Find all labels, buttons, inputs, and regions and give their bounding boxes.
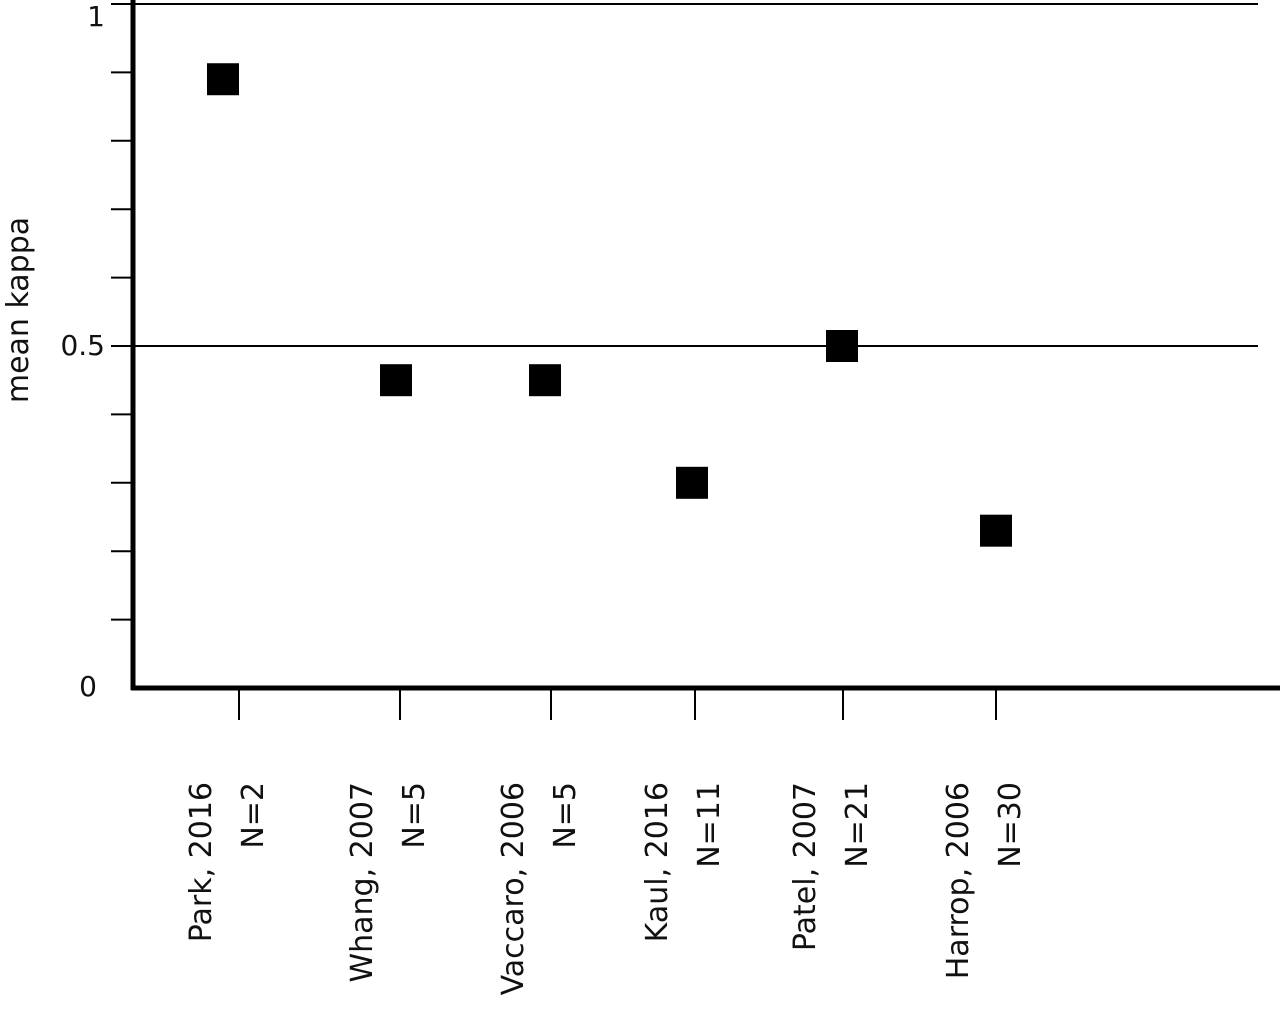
y-ticks: 00.51 bbox=[60, 0, 133, 703]
data-point bbox=[529, 364, 561, 397]
data-point bbox=[980, 514, 1012, 547]
x-tick-labels: Park, 2016 N=2 Whang, 2007 N=5 Vaccaro, 2006… bbox=[184, 782, 1028, 995]
x-tick-label: Patel, 2007 bbox=[788, 782, 823, 951]
x-tick-label: Harrop, 2006 bbox=[941, 782, 976, 979]
x-tick-label: Park, 2016 bbox=[184, 782, 219, 942]
data-point bbox=[826, 330, 858, 362]
data-point bbox=[676, 466, 708, 499]
x-ticks bbox=[238, 690, 997, 720]
x-tick-label: N=30 bbox=[993, 782, 1028, 868]
x-tick-label: Vaccaro, 2006 bbox=[496, 782, 531, 995]
gridlines bbox=[133, 3, 1258, 347]
x-tick-label: N=5 bbox=[548, 782, 583, 849]
y-tick-label: 0 bbox=[79, 670, 97, 703]
y-tick-label: 1 bbox=[87, 0, 105, 33]
x-tick-label: Kaul, 2016 bbox=[640, 782, 675, 942]
x-tick-label: N=5 bbox=[397, 782, 432, 849]
y-axis-title: mean kappa bbox=[1, 217, 36, 403]
data-point bbox=[380, 364, 412, 397]
data-point bbox=[207, 63, 239, 96]
x-tick-label: N=2 bbox=[236, 782, 271, 849]
x-tick-label: Whang, 2007 bbox=[345, 782, 380, 983]
y-tick-label: 0.5 bbox=[60, 329, 105, 362]
x-tick-label: N=11 bbox=[692, 782, 727, 868]
data-points bbox=[207, 63, 1012, 547]
x-tick-label: N=21 bbox=[840, 782, 875, 868]
